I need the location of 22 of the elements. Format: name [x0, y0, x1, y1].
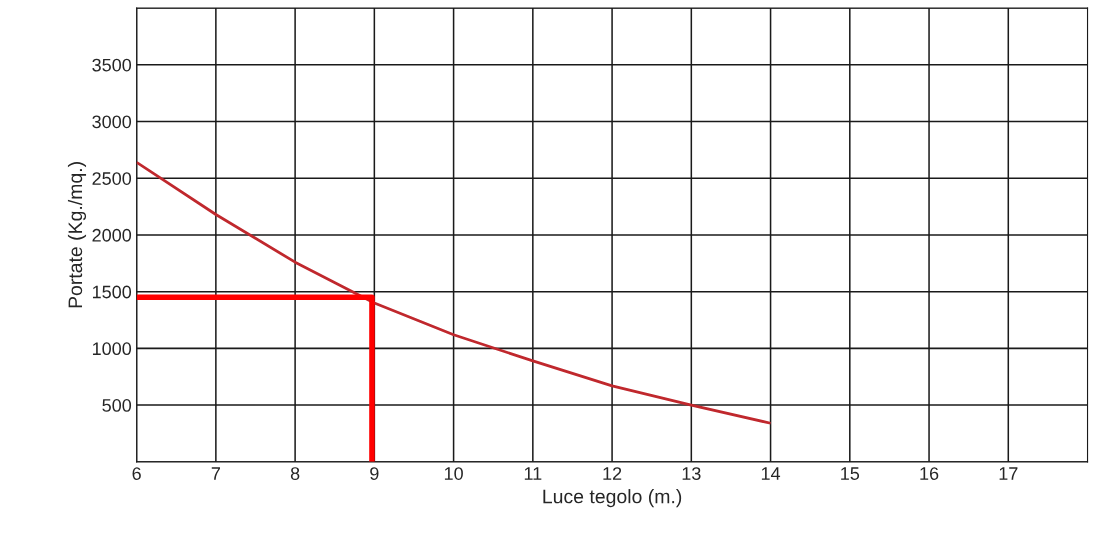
- line-series: [136, 160, 772, 425]
- x-tick-label: 13: [682, 467, 701, 480]
- y-tick-label: 1500: [92, 285, 132, 299]
- y-tick-label: 500: [102, 399, 132, 412]
- y-tick-label: 3500: [92, 58, 132, 72]
- x-axis-title: Luce tegolo (m.): [543, 489, 682, 508]
- x-tick-label: 15: [841, 467, 860, 480]
- x-tick-label: 16: [920, 467, 939, 480]
- x-tick-label: 10: [444, 467, 463, 480]
- y-tick-label: 1000: [92, 342, 132, 356]
- y-axis-title: Portate (Kg./mq.): [67, 162, 87, 308]
- x-tick-label: 9: [370, 467, 379, 480]
- x-tick-label: 6: [132, 467, 141, 480]
- x-tick-label: 14: [761, 467, 781, 480]
- y-tick-label: 3000: [92, 115, 132, 129]
- y-tick-label: 2500: [92, 172, 132, 185]
- x-tick-label: 11: [524, 467, 542, 480]
- x-tick-label: 7: [211, 467, 220, 480]
- x-tick-label: 17: [999, 467, 1018, 480]
- x-tick-label: 8: [290, 467, 300, 480]
- y-tick-label: 2000: [92, 228, 132, 242]
- x-tick-label: 12: [603, 467, 622, 480]
